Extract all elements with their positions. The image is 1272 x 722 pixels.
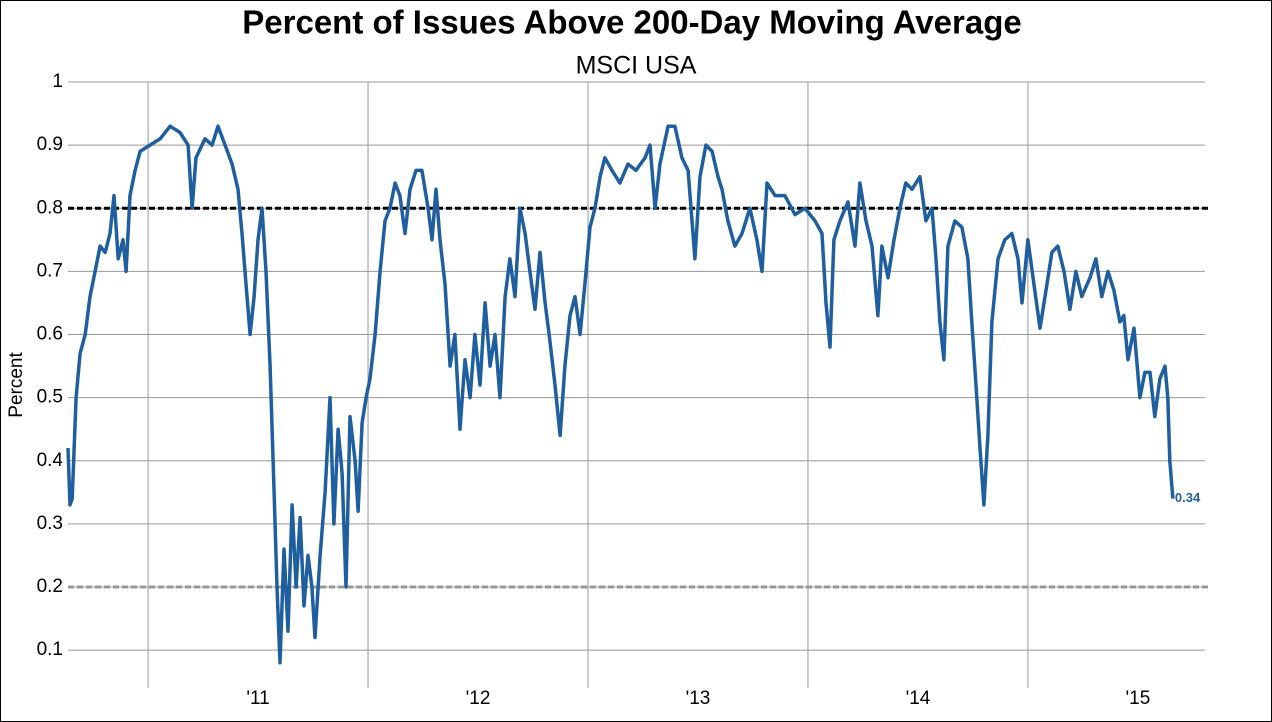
x-tick-label: '15	[1126, 688, 1151, 709]
chart-title: Percent of Issues Above 200-Day Moving A…	[242, 4, 1021, 41]
y-tick-label: 0.3	[37, 513, 63, 534]
y-tick-label: 0.6	[37, 324, 63, 345]
x-tick-label: '14	[906, 688, 931, 709]
value-label: 0.34	[1175, 490, 1201, 505]
y-tick-label: 0.7	[37, 260, 63, 281]
y-tick-label: 0.5	[37, 387, 63, 408]
y-axis-label: Percent	[6, 352, 27, 418]
y-tick-label: 0.2	[37, 576, 63, 597]
y-tick-label: 0.1	[37, 639, 63, 660]
y-tick-label: 0.9	[37, 134, 63, 155]
chart-subtitle: MSCI USA	[576, 52, 697, 80]
y-tick-label: 0.8	[37, 197, 63, 218]
y-tick-label: 0.4	[37, 450, 64, 471]
x-tick-label: '12	[466, 688, 491, 709]
y-tick-label: 1	[52, 71, 63, 92]
x-tick-label: '13	[686, 688, 711, 709]
line-series	[66, 124, 1175, 665]
x-tick-label: '11	[246, 688, 269, 709]
